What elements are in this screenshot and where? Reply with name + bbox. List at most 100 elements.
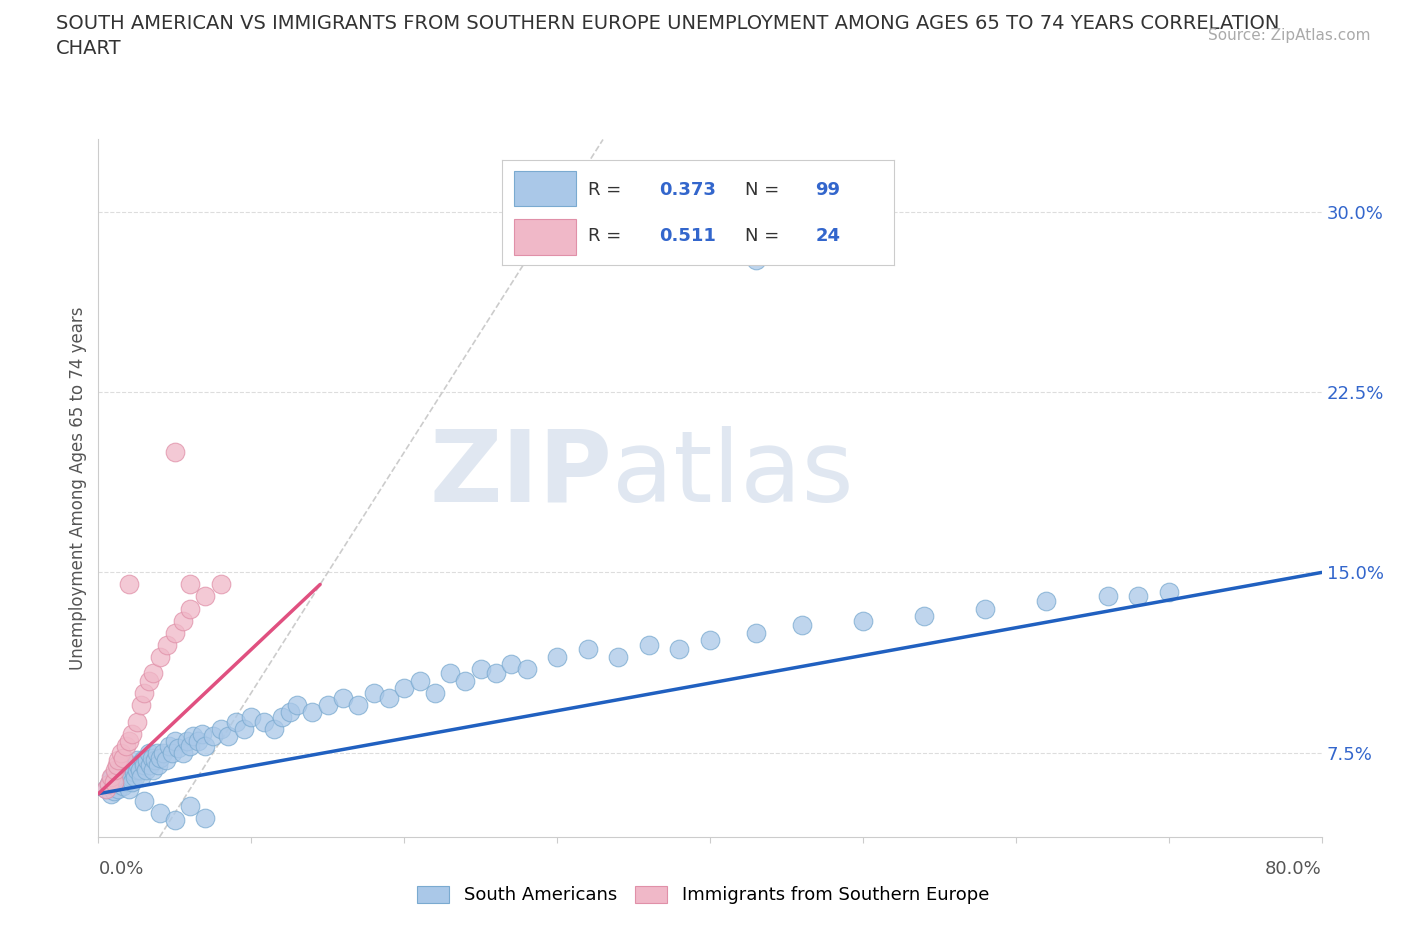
Point [98,777,121,791]
Point [117,775,139,790]
Point [240,710,263,724]
Text: SOUTH AMERICAN VS IMMIGRANTS FROM SOUTHERN EUROPE UNEMPLOYMENT AMONG AGES 65 TO : SOUTH AMERICAN VS IMMIGRANTS FROM SOUTHE… [56,14,1279,33]
Point [232,722,254,737]
Point [115,769,138,784]
Point [172,745,194,760]
Point [163,445,186,459]
Point [110,775,132,790]
Point [378,690,401,705]
Point [1157,584,1180,599]
Text: ZIP: ZIP [429,426,612,523]
Point [121,726,143,741]
Point [152,745,174,760]
Point [454,673,477,688]
Point [1128,589,1150,604]
Point [107,763,129,777]
Point [118,577,141,591]
Point [270,710,292,724]
Point [852,613,875,628]
Point [149,649,172,664]
Point [974,601,997,616]
Point [252,714,274,729]
Point [94,781,117,796]
Point [111,779,134,794]
Point [179,738,201,753]
Point [118,781,141,796]
Point [392,681,416,696]
Point [149,751,172,765]
Point [115,738,138,753]
Point [134,793,156,808]
Point [98,777,121,791]
Point [125,752,148,767]
Point [745,252,768,267]
Point [103,775,125,790]
Point [121,757,143,772]
Point [134,685,156,700]
Point [607,649,630,664]
Point [285,698,308,712]
Point [149,805,172,820]
Point [408,673,430,688]
Point [179,798,201,813]
Point [191,726,214,741]
Text: atlas: atlas [612,426,853,523]
Text: 80.0%: 80.0% [1265,860,1322,878]
Point [111,751,134,765]
Point [745,625,768,640]
Point [176,734,198,749]
Point [129,698,152,712]
Point [138,673,160,688]
Point [101,769,124,784]
Point [423,685,446,700]
Point [172,613,194,628]
Point [363,685,385,700]
Point [263,722,285,737]
Point [155,752,177,767]
Point [181,728,204,743]
Point [157,738,180,753]
Point [790,618,813,632]
Point [637,637,661,652]
Point [122,764,145,779]
Point [146,757,169,772]
Point [125,714,148,729]
Point [1097,589,1119,604]
Point [118,763,141,777]
Text: CHART: CHART [56,39,122,58]
Point [138,745,160,760]
Point [163,813,186,828]
Point [699,632,721,647]
Point [912,608,935,623]
Point [202,728,225,743]
Point [209,577,232,591]
Point [516,661,538,676]
Point [142,666,165,681]
Point [100,786,122,801]
Point [225,714,247,729]
Point [145,745,167,760]
Point [668,642,690,657]
Point [112,764,135,779]
Point [485,666,508,681]
Y-axis label: Unemployment Among Ages 65 to 74 years: Unemployment Among Ages 65 to 74 years [69,307,87,670]
Point [316,698,339,712]
Point [94,781,117,796]
Point [163,734,186,749]
Point [100,769,122,784]
Point [105,777,128,791]
Point [142,763,165,777]
Point [576,642,599,657]
Point [179,577,201,591]
Point [143,752,166,767]
Point [110,767,132,782]
Point [156,637,179,652]
Point [103,784,125,799]
Point [187,734,209,749]
Point [132,752,155,767]
Point [120,769,142,784]
Point [167,740,190,755]
Point [301,705,323,720]
Point [160,745,183,760]
Point [347,698,370,712]
